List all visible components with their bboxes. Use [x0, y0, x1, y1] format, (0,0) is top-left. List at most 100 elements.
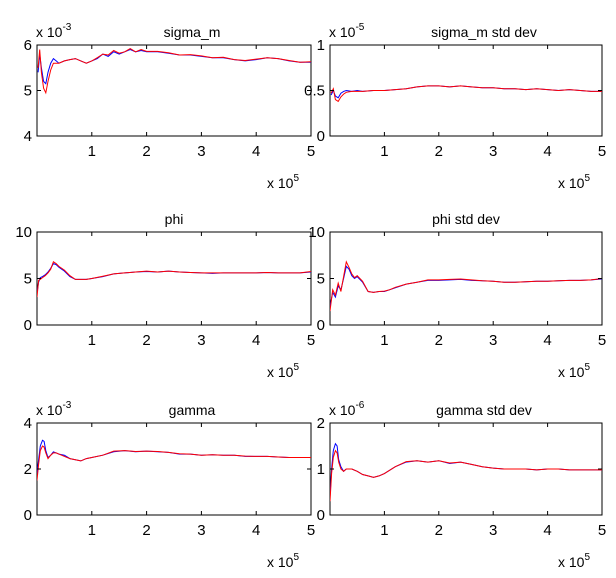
- x-exponent-label: x 105: [558, 552, 590, 570]
- x-exponent-label: x 105: [267, 552, 299, 570]
- x-tick-label: 3: [489, 522, 497, 539]
- axes-box: [36, 44, 312, 137]
- y-tick-label: 0: [317, 317, 325, 334]
- x-exponent-base: x 10: [558, 175, 585, 191]
- x-tick-label: 1: [380, 522, 388, 539]
- x-exponent-base: x 10: [267, 554, 294, 570]
- y-tick-label: 10: [15, 224, 32, 241]
- x-tick-label: 5: [307, 522, 315, 539]
- y-tick-label: 4: [24, 128, 32, 145]
- series-group: [37, 439, 311, 481]
- subplot-title: phi: [165, 211, 184, 227]
- x-tick-label: 1: [88, 522, 96, 539]
- y-tick-label: 1: [317, 37, 325, 54]
- y-tick-label: 6: [24, 37, 32, 54]
- subplot-title: gamma: [169, 402, 216, 418]
- axes-box: [36, 422, 312, 516]
- y-tick-label: 4: [24, 415, 32, 432]
- x-tick-label: 5: [307, 332, 315, 349]
- x-tick-label: 1: [380, 332, 388, 349]
- x-tick-label: 2: [435, 332, 443, 349]
- y-tick-label: 0.5: [304, 83, 325, 100]
- x-tick-label: 4: [543, 332, 551, 349]
- subplot-title: phi std dev: [432, 211, 500, 227]
- x-tick-label: 2: [435, 143, 443, 160]
- x-tick-label: 3: [489, 143, 497, 160]
- y-tick-label: 2: [24, 461, 32, 478]
- axes-box: [329, 231, 603, 326]
- x-exponent-label: x 105: [267, 173, 299, 191]
- subplot-title: gamma std dev: [436, 402, 532, 418]
- y-tick-label: 0: [24, 317, 32, 334]
- x-tick-label: 2: [142, 143, 150, 160]
- x-tick-label: 3: [197, 143, 205, 160]
- x-tick-label: 5: [598, 143, 606, 160]
- y-tick-label: 5: [24, 83, 32, 100]
- y-exponent-base: x 10: [36, 402, 63, 418]
- x-tick-label: 4: [252, 143, 260, 160]
- y-exponent-label: x 10-5: [329, 22, 365, 40]
- y-exponent-label: x 10-3: [36, 22, 72, 40]
- x-exponent-base: x 10: [558, 364, 585, 380]
- x-exponent-base: x 10: [267, 364, 294, 380]
- x-tick-label: 4: [543, 522, 551, 539]
- y-exponent-power: -3: [62, 400, 71, 411]
- x-exponent-base: x 10: [558, 554, 585, 570]
- x-tick-label: 4: [252, 332, 260, 349]
- series-group: [330, 85, 602, 103]
- axes-box: [36, 231, 312, 326]
- subplot-title: sigma_m std dev: [431, 24, 537, 40]
- subplot-title: sigma_m: [164, 24, 221, 40]
- series-line-red: [37, 261, 311, 298]
- y-exponent-base: x 10: [329, 402, 356, 418]
- y-exponent-base: x 10: [36, 24, 63, 40]
- series-group: [330, 442, 602, 502]
- y-exponent-label: x 10-3: [36, 400, 72, 418]
- x-exponent-label: x 105: [558, 173, 590, 191]
- y-exponent-power: -5: [355, 22, 364, 33]
- y-exponent-base: x 10: [329, 24, 356, 40]
- x-exponent-base: x 10: [267, 175, 294, 191]
- x-exponent-power: 5: [584, 552, 590, 563]
- x-exponent-power: 5: [293, 173, 299, 184]
- x-tick-label: 2: [142, 332, 150, 349]
- x-tick-label: 5: [598, 522, 606, 539]
- y-tick-label: 5: [24, 271, 32, 288]
- x-tick-label: 1: [88, 332, 96, 349]
- series-line-red: [330, 85, 602, 103]
- x-tick-label: 4: [543, 143, 551, 160]
- y-tick-label: 1: [317, 461, 325, 478]
- series-group: [37, 48, 311, 95]
- y-exponent-label: x 10-6: [329, 400, 365, 418]
- x-tick-label: 2: [435, 522, 443, 539]
- y-exponent-power: -3: [62, 22, 71, 33]
- series-line-red: [330, 260, 602, 312]
- x-exponent-label: x 105: [267, 362, 299, 380]
- y-tick-label: 0: [24, 507, 32, 524]
- x-tick-label: 3: [489, 332, 497, 349]
- x-exponent-power: 5: [293, 552, 299, 563]
- x-tick-label: 5: [307, 143, 315, 160]
- series-line-red: [37, 445, 311, 481]
- x-tick-label: 3: [197, 522, 205, 539]
- x-tick-label: 5: [598, 332, 606, 349]
- x-exponent-power: 5: [584, 362, 590, 373]
- series-line-red: [330, 449, 602, 502]
- x-exponent-power: 5: [584, 173, 590, 184]
- x-tick-label: 3: [197, 332, 205, 349]
- x-exponent-power: 5: [293, 362, 299, 373]
- y-tick-label: 10: [308, 224, 325, 241]
- x-tick-label: 4: [252, 522, 260, 539]
- series-group: [330, 260, 602, 312]
- x-tick-label: 1: [88, 143, 96, 160]
- series-line-red: [37, 48, 311, 95]
- y-tick-label: 5: [317, 271, 325, 288]
- x-tick-label: 2: [142, 522, 150, 539]
- x-tick-label: 1: [380, 143, 388, 160]
- y-exponent-power: -6: [355, 400, 364, 411]
